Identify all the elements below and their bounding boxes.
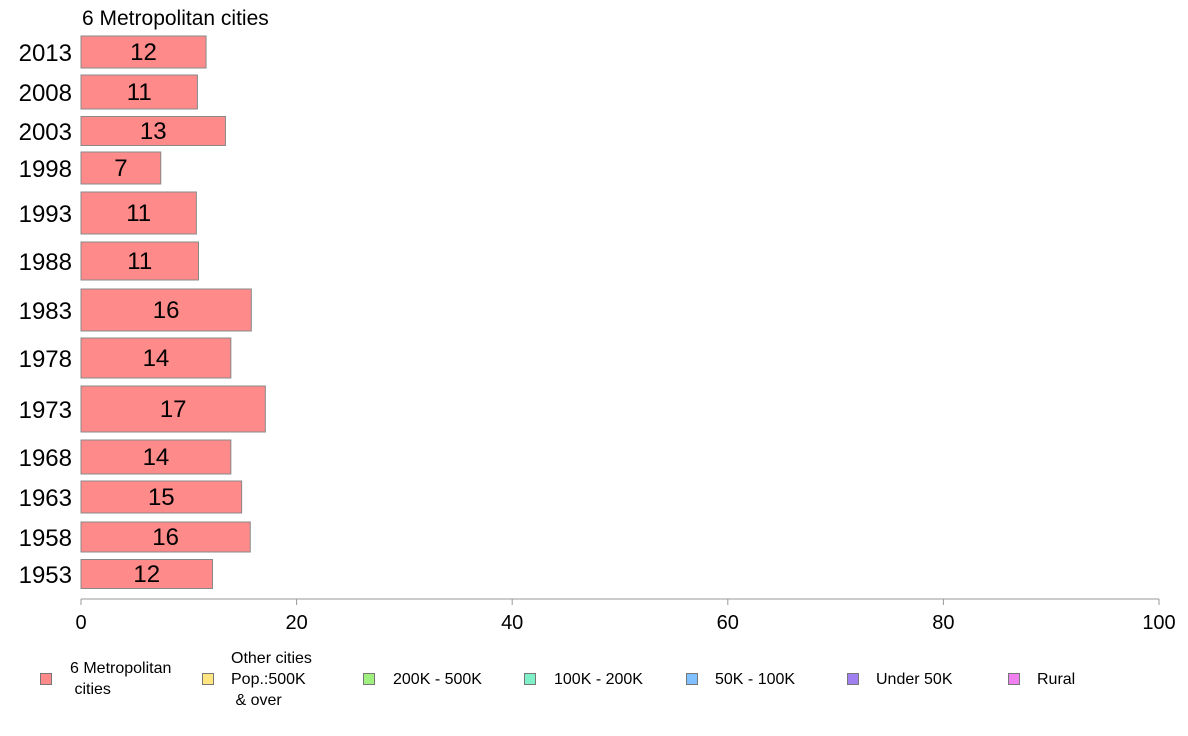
bar-value-label-1953: 12 — [133, 561, 160, 588]
legend-label-0: 6 Metropolitan cities — [70, 660, 172, 698]
legend-swatch-4 — [686, 673, 698, 685]
category-label-1958: 1958 — [19, 525, 72, 552]
bar-2003 — [80, 116, 226, 146]
bar-1953 — [80, 559, 214, 589]
category-label-1963: 1963 — [19, 485, 72, 512]
bar-value-label-1993: 11 — [126, 200, 151, 227]
x-tick-label-100: 100 — [1142, 612, 1175, 634]
bar-2013 — [80, 35, 207, 69]
bar-chart: 12 2013 11 2008 13 2003 7 1998 11 1993 11 1988 16 198… — [19, 35, 1176, 634]
bar-value-label-1963: 15 — [148, 484, 175, 511]
legend-label-6: Rural — [1037, 670, 1076, 688]
bar-value-label-1988: 11 — [127, 248, 152, 275]
category-label-1983: 1983 — [19, 298, 72, 325]
bar-1983 — [80, 288, 252, 332]
category-label-1973: 1973 — [19, 397, 72, 424]
category-label-1978: 1978 — [19, 346, 72, 373]
bar-value-label-2013: 12 — [130, 39, 157, 66]
x-tick-label-80: 80 — [932, 612, 954, 634]
legend-swatch-0 — [40, 673, 52, 685]
legend: 6 Metropolitan cities Other cities Pop.:5… — [0, 648, 1188, 718]
bar-value-label-2003: 13 — [140, 118, 167, 145]
category-label-1998: 1998 — [19, 156, 72, 183]
category-label-1968: 1968 — [19, 445, 72, 472]
bar-value-label-1968: 14 — [143, 444, 170, 471]
category-label-1953: 1953 — [19, 562, 72, 589]
x-tick-label-60: 60 — [717, 612, 739, 634]
bar-value-label-1998: 7 — [114, 155, 127, 182]
bar-value-label-2008: 11 — [127, 79, 152, 106]
bar-2008 — [80, 74, 198, 110]
x-tick-label-20: 20 — [285, 612, 307, 634]
legend-label-5: Under 50K — [876, 670, 953, 688]
category-label-2008: 2008 — [19, 80, 72, 107]
bar-value-label-1978: 14 — [143, 345, 170, 372]
bar-1958 — [80, 521, 251, 553]
bar-value-label-1983: 16 — [153, 297, 180, 324]
legend-label-3: 100K - 200K — [554, 670, 643, 688]
bar-1998 — [80, 151, 162, 185]
x-tick-label-40: 40 — [501, 612, 523, 634]
legend-swatch-2 — [363, 673, 375, 685]
chart-title: 6 Metropolitan cities — [82, 7, 269, 30]
legend-swatch-3 — [524, 673, 536, 685]
legend-swatch-5 — [847, 673, 859, 685]
bar-1973 — [80, 385, 266, 433]
bar-1968 — [80, 439, 232, 475]
bar-1988 — [80, 241, 200, 281]
category-label-2013: 2013 — [19, 40, 72, 67]
legend-label-2: 200K - 500K — [393, 670, 482, 688]
legend-swatch-1 — [202, 673, 214, 685]
category-label-1988: 1988 — [19, 249, 72, 276]
legend-swatch-6 — [1008, 673, 1020, 685]
bar-value-label-1973: 17 — [160, 396, 187, 423]
bar-value-label-1958: 16 — [152, 524, 179, 551]
category-label-1993: 1993 — [19, 201, 72, 228]
x-tick-label-0: 0 — [75, 612, 86, 634]
bar-1993 — [80, 191, 197, 235]
legend-label-1: Other cities Pop.:500K & over — [231, 649, 312, 709]
bar-1978 — [80, 337, 232, 379]
bar-1963 — [80, 480, 243, 514]
legend-label-4: 50K - 100K — [715, 670, 796, 688]
category-label-2003: 2003 — [19, 119, 72, 146]
